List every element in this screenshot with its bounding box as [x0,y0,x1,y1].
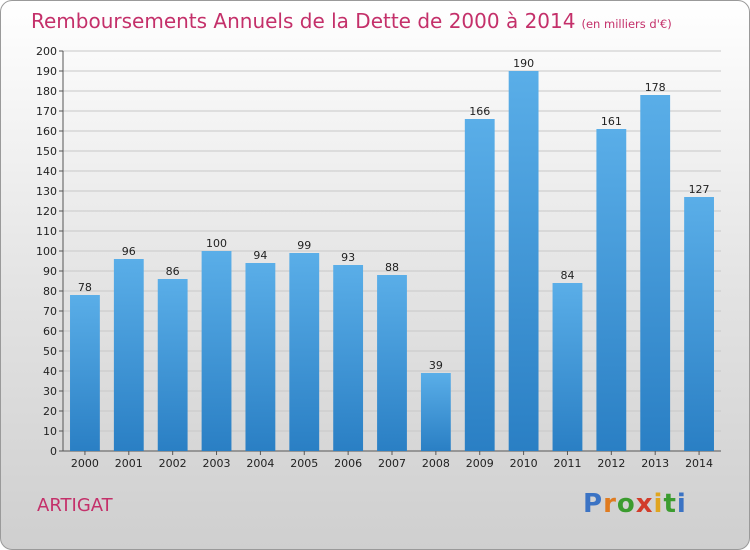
y-tick-label: 180 [36,85,57,98]
value-label: 127 [689,183,710,196]
value-label: 161 [601,115,622,128]
x-tick-label: 2001 [115,457,143,470]
value-label: 190 [513,57,534,70]
bar-2006 [333,265,364,451]
chart-title: Remboursements Annuels de la Dette de 20… [31,9,672,33]
value-label: 93 [341,251,355,264]
x-tick-label: 2011 [553,457,581,470]
bar-2014 [684,197,714,451]
bar-2012 [596,129,627,451]
y-tick-label: 170 [36,105,57,118]
x-tick-label: 2007 [378,457,406,470]
bar-2013 [640,95,671,451]
value-label: 78 [78,281,92,294]
bar-2011 [552,283,583,451]
y-tick-label: 110 [36,225,57,238]
value-label: 178 [645,81,666,94]
y-tick-label: 90 [43,265,57,278]
value-label: 88 [385,261,399,274]
logo-letter: x [635,489,654,519]
x-tick-label: 2005 [290,457,318,470]
logo-letter: i [653,489,664,519]
bar-2000 [70,295,100,451]
y-tick-label: 40 [43,365,57,378]
x-tick-label: 2003 [203,457,231,470]
value-label: 86 [166,265,180,278]
value-label: 166 [469,105,490,118]
bar-2008 [420,373,451,451]
logo-letter: i [676,489,687,519]
value-label: 99 [297,239,311,252]
value-label: 94 [253,249,267,262]
x-tick-label: 2004 [246,457,274,470]
bar-2005 [289,253,320,451]
chart-title-text: Remboursements Annuels de la Dette de 20… [31,9,576,33]
y-tick-label: 130 [36,185,57,198]
bars [70,71,714,451]
x-tick-label: 2012 [597,457,625,470]
bar-2009 [464,119,495,451]
value-label: 84 [560,269,574,282]
y-tick-label: 150 [36,145,57,158]
x-tick-label: 2002 [159,457,187,470]
x-tick-label: 2006 [334,457,362,470]
y-tick-label: 70 [43,305,57,318]
value-label: 39 [429,359,443,372]
x-tick-label: 2010 [510,457,538,470]
y-tick-label: 20 [43,405,57,418]
x-tick-label: 2008 [422,457,450,470]
bar-2007 [377,275,407,451]
bar-2003 [201,251,232,451]
y-tick-label: 30 [43,385,57,398]
logo-letter: r [603,489,617,519]
x-axis: 2000 2001 2002 2003 2004 2005 2006 2007 2008 2009… [71,451,713,470]
bar-2004 [245,263,276,451]
bar-2010 [508,71,539,451]
y-tick-label: 10 [43,425,57,438]
logo-letter: P [583,489,604,519]
logo-letter: t [663,489,677,519]
y-tick-label: 100 [36,245,57,258]
y-tick-label: 160 [36,125,57,138]
x-tick-label: 2013 [641,457,669,470]
value-label: 100 [206,237,227,250]
bar-2002 [157,279,188,451]
y-tick-label: 60 [43,325,57,338]
x-tick-label: 2000 [71,457,99,470]
y-tick-label: 80 [43,285,57,298]
y-tick-label: 0 [50,445,57,458]
value-labels: 78 96 86 100 94 99 93 88 39 166 190 84 161 178 127 [78,57,710,372]
value-label: 96 [122,245,136,258]
y-tick-label: 140 [36,165,57,178]
logo-letter: o [616,489,636,519]
y-tick-label: 190 [36,65,57,78]
commune-name: ARTIGAT [37,495,113,516]
proxiti-logo[interactable]: Proxiti [583,489,687,519]
y-tick-label: 120 [36,205,57,218]
x-tick-label: 2009 [466,457,494,470]
y-tick-label: 50 [43,345,57,358]
y-tick-label: 200 [36,45,57,58]
x-tick-label: 2014 [685,457,713,470]
bar-2001 [113,259,144,451]
chart-subtitle: (en milliers d'€) [581,17,672,31]
